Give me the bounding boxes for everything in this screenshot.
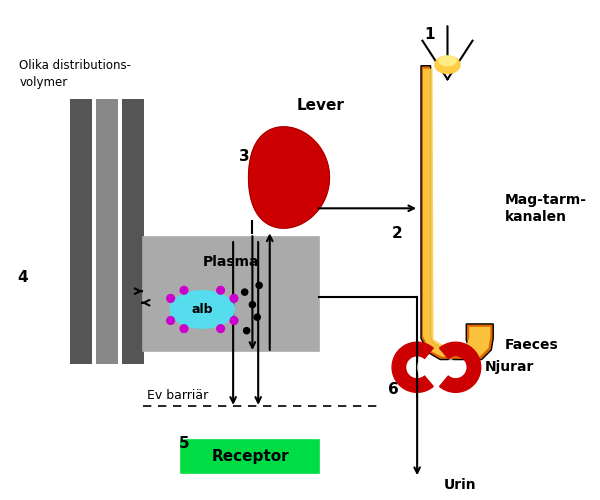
Ellipse shape <box>418 360 426 375</box>
Text: Faeces: Faeces <box>505 338 559 352</box>
Text: Plasma: Plasma <box>202 254 259 268</box>
Ellipse shape <box>446 360 455 375</box>
Circle shape <box>167 316 175 324</box>
Bar <box>97 100 118 364</box>
Circle shape <box>217 286 224 294</box>
Text: Njurar: Njurar <box>485 360 534 374</box>
Wedge shape <box>440 342 481 392</box>
Text: Mag-tarm-
kanalen: Mag-tarm- kanalen <box>505 192 587 224</box>
Circle shape <box>180 325 188 332</box>
Wedge shape <box>392 342 433 392</box>
Circle shape <box>217 325 224 332</box>
Circle shape <box>256 282 262 288</box>
Bar <box>122 100 143 364</box>
Circle shape <box>230 316 238 324</box>
Circle shape <box>230 294 238 302</box>
Text: Lever: Lever <box>297 98 345 114</box>
Text: 5: 5 <box>179 436 190 450</box>
Text: 2: 2 <box>392 226 403 240</box>
Text: 6: 6 <box>388 382 399 396</box>
Text: 3: 3 <box>239 148 250 164</box>
Text: 4: 4 <box>17 270 28 285</box>
Text: Receptor: Receptor <box>211 449 289 464</box>
Circle shape <box>180 286 188 294</box>
Ellipse shape <box>435 56 460 74</box>
Text: alb: alb <box>191 303 213 316</box>
Circle shape <box>254 314 260 320</box>
Polygon shape <box>421 66 493 360</box>
Circle shape <box>242 289 248 295</box>
Text: Urin: Urin <box>444 478 477 492</box>
Polygon shape <box>423 68 490 356</box>
Ellipse shape <box>170 291 234 328</box>
Bar <box>143 237 319 351</box>
Polygon shape <box>248 127 329 228</box>
Circle shape <box>250 302 256 308</box>
Circle shape <box>167 294 175 302</box>
Bar <box>70 100 92 364</box>
Circle shape <box>244 328 250 334</box>
Text: Olika distributions-
volymer: Olika distributions- volymer <box>19 59 131 89</box>
Bar <box>181 440 319 473</box>
Text: Ev barriär: Ev barriär <box>148 389 209 402</box>
Text: 1: 1 <box>424 27 435 42</box>
Ellipse shape <box>439 56 456 66</box>
